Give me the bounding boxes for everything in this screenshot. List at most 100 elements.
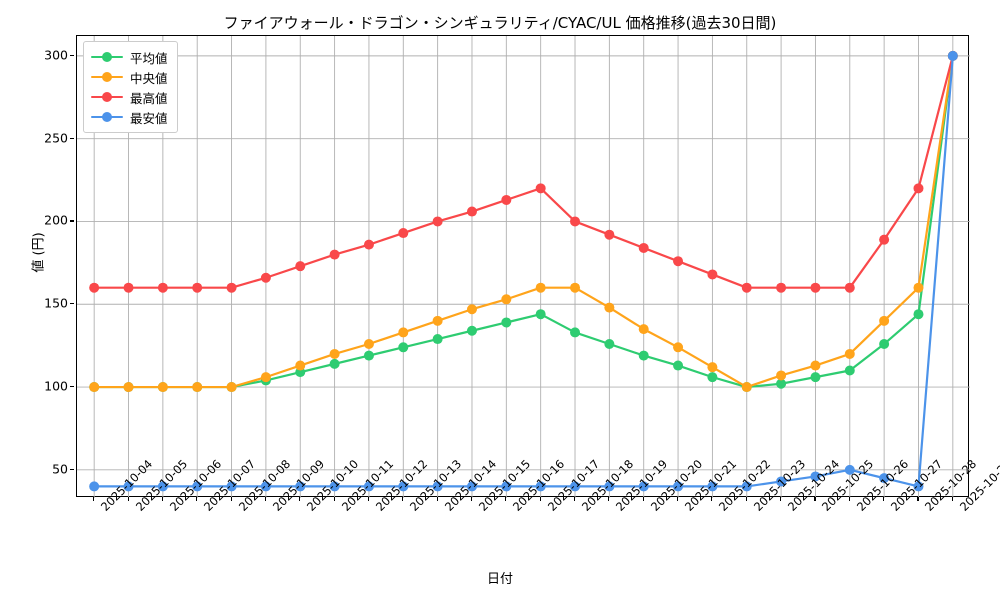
x-tick-label: 2025-10-24 (785, 456, 843, 514)
x-tick-label: 2025-10-15 (475, 456, 534, 514)
x-tick-mark (470, 497, 473, 501)
y-axis-ticks: 50 100 150 200 250 300 (0, 35, 74, 497)
y-tick-mark (70, 303, 74, 305)
y-tick-mark (70, 54, 74, 56)
x-tick-mark (677, 497, 679, 501)
x-tick-label: 2025-10-19 (613, 456, 671, 514)
legend-label: 最高値 (130, 90, 168, 106)
data-point (570, 481, 581, 492)
x-tick-mark (230, 497, 232, 501)
data-point (638, 324, 649, 335)
data-point (192, 282, 203, 293)
series-line (93, 54, 954, 389)
data-point (810, 372, 821, 383)
data-point (157, 382, 168, 393)
legend-label: 平均値 (130, 50, 168, 66)
data-point (570, 327, 581, 338)
data-point (673, 360, 684, 371)
y-tick-mark (70, 220, 74, 222)
x-tick-mark (814, 497, 816, 501)
x-tick-label: 2025-10-26 (853, 456, 911, 514)
x-tick-label: 2025-10-10 (304, 456, 362, 514)
data-point (466, 325, 477, 336)
x-tick-mark (848, 497, 850, 501)
legend-item-3[interactable]: 最高値 (91, 87, 168, 107)
x-tick-label: 2025-10-21 (682, 456, 740, 514)
data-point (226, 481, 237, 492)
x-axis-ticks: 2025-10-04 2025-10-05 2025-10-06 2025-10-07… (76, 456, 1000, 577)
legend-item-1[interactable]: 平均値 (91, 47, 168, 67)
x-tick-mark (608, 497, 610, 501)
data-point (673, 256, 684, 267)
x-tick-label: 2025-10-09 (269, 456, 328, 514)
data-point (844, 348, 855, 359)
plot-svg (77, 36, 970, 498)
data-point (810, 471, 821, 482)
x-tick-mark (642, 497, 644, 501)
data-point (398, 481, 409, 492)
data-point (295, 360, 306, 371)
x-tick-label: 2025-10-08 (235, 456, 293, 514)
data-point (501, 294, 512, 305)
x-tick-mark (93, 497, 95, 501)
plot-area (76, 35, 970, 498)
data-point (879, 234, 890, 245)
chart-title: ファイアウォール・ドラゴン・シンギュラリティ/CYAC/UL 価格推移(過去30… (223, 14, 777, 32)
x-tick-mark (745, 497, 747, 501)
data-point (329, 481, 340, 492)
data-point (501, 317, 512, 328)
x-tick-mark (951, 497, 953, 501)
x-tick-mark (917, 497, 919, 501)
data-point (329, 249, 340, 260)
chart-legend: 平均値中央値最高値最安値 (83, 41, 178, 133)
data-point (466, 304, 477, 315)
x-axis-label: 日付 (486, 572, 513, 587)
data-point (432, 334, 443, 345)
legend-label: 中央値 (130, 70, 168, 86)
x-tick-label: 2025-10-05 (132, 456, 190, 514)
x-tick-label: 2025-10-11 (338, 456, 396, 514)
x-tick-mark (402, 497, 404, 501)
y-tick-mark (70, 137, 74, 139)
data-point (913, 282, 924, 293)
data-point (535, 183, 546, 194)
x-tick-label: 2025-10-20 (647, 456, 705, 514)
data-point (466, 206, 477, 217)
legend-item-2[interactable]: 中央値 (91, 67, 168, 87)
x-tick-mark (505, 497, 507, 501)
data-point (776, 378, 787, 389)
data-point (398, 327, 409, 338)
data-point (535, 282, 546, 293)
data-point (363, 350, 374, 361)
data-point (123, 282, 134, 293)
x-tick-mark (436, 497, 438, 501)
x-tick-mark (574, 497, 576, 501)
x-tick-label: 2025-10-12 (372, 456, 431, 514)
data-point (604, 481, 615, 492)
legend-label: 最安値 (130, 110, 168, 126)
y-tick-label: 150 (44, 295, 68, 311)
x-tick-mark (161, 497, 163, 501)
x-tick-label: 2025-10-16 (510, 456, 568, 514)
series-3 (89, 50, 958, 293)
data-point (844, 282, 855, 293)
data-point (810, 360, 821, 371)
x-tick-label: 2025-10-17 (544, 456, 602, 514)
y-tick-mark (70, 468, 74, 470)
data-point (192, 481, 203, 492)
legend-item-4[interactable]: 最安値 (91, 107, 168, 127)
data-point (879, 339, 890, 349)
data-point (741, 282, 752, 293)
data-point (947, 50, 958, 61)
x-tick-label: 2025-10-18 (579, 456, 637, 514)
data-point (776, 370, 787, 381)
x-tick-mark (539, 497, 541, 501)
data-point (329, 358, 340, 369)
data-point (89, 382, 100, 393)
y-tick-label: 250 (44, 130, 68, 146)
data-point (466, 481, 477, 492)
data-point (260, 272, 271, 283)
data-point (638, 242, 649, 253)
legend-swatch-icon (91, 110, 123, 124)
